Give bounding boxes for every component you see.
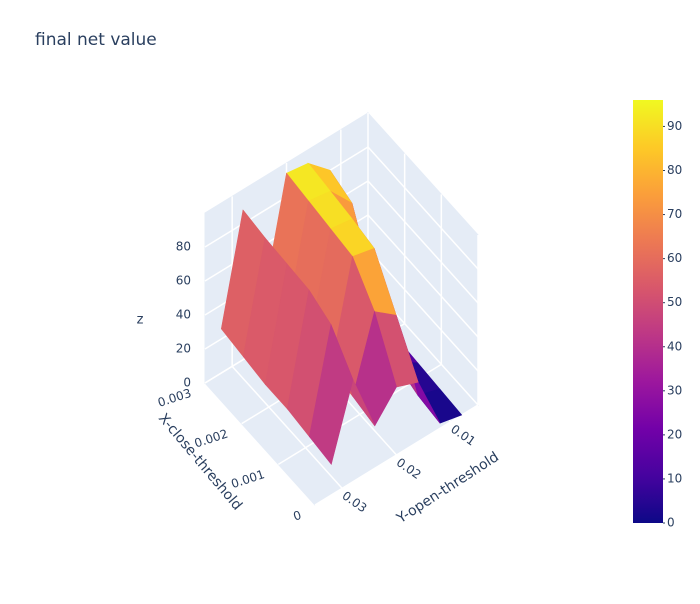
colorbar-tick-label: 10 (667, 471, 682, 485)
grid-line (367, 146, 479, 270)
y-tick-label: 0.03 (339, 489, 369, 516)
chart-title: final net value (35, 30, 157, 50)
y-tick-label: 0.01 (448, 422, 478, 449)
grid-line (231, 365, 343, 489)
z-tick-label: 80 (176, 240, 191, 254)
z-tick-label: 20 (176, 342, 191, 356)
x-tick-label: 0.001 (229, 467, 266, 491)
colorbar (633, 100, 663, 523)
colorbar-tick-label: 0 (667, 516, 675, 530)
grid-line (367, 180, 479, 304)
colorbar-tick-label: 60 (667, 251, 682, 265)
z-tick-label: 60 (176, 274, 191, 288)
y-tick-label: 0.02 (394, 455, 424, 482)
x-axis-title: X-close-threshold (155, 411, 245, 514)
x-tick-label: 0 (291, 508, 303, 524)
z-tick-label: 0 (183, 376, 191, 390)
grid-line (367, 214, 479, 338)
colorbar-tick-label: 80 (667, 163, 682, 177)
colorbar-tick-label: 50 (667, 295, 682, 309)
z-tick-label: 40 (176, 308, 191, 322)
z-axis-title: z (137, 313, 144, 328)
colorbar-tick-label: 20 (667, 427, 682, 441)
colorbar-tick-label: 30 (667, 383, 682, 397)
colorbar-tick-label: 90 (667, 119, 682, 133)
colorbar-tick-label: 40 (667, 339, 682, 353)
colorbar-tick-label: 70 (667, 207, 682, 221)
grid-line (367, 248, 479, 372)
surface-cell (308, 323, 354, 466)
